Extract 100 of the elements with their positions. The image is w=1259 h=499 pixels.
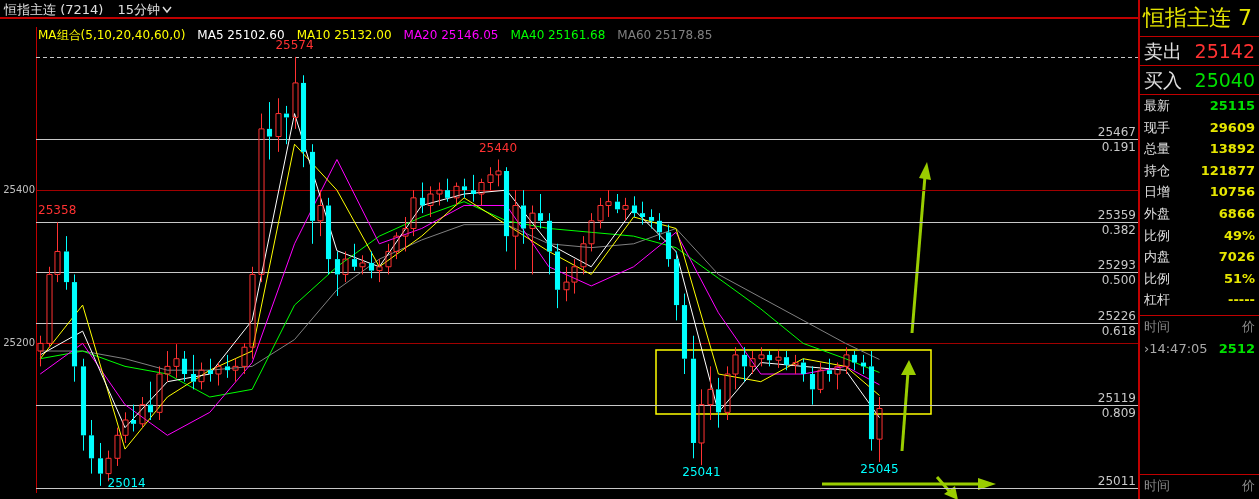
text: 持仓 121877 bbox=[1144, 162, 1255, 178]
candlestick bbox=[351, 243, 358, 272]
annotation: 25440 bbox=[478, 140, 518, 155]
text: 日增 10756 bbox=[1144, 184, 1255, 200]
chart-title: 恒指主连 (7214) bbox=[4, 2, 104, 17]
candlestick bbox=[775, 349, 782, 369]
text: 杠杆 ----- bbox=[1144, 292, 1255, 308]
candlestick bbox=[309, 143, 316, 245]
text: 卖出 25142 bbox=[1144, 39, 1255, 64]
candlestick bbox=[130, 404, 137, 432]
candlestick bbox=[656, 212, 663, 241]
text: MA40 25161.68 bbox=[510, 28, 606, 42]
candlestick bbox=[707, 365, 714, 421]
candlestick bbox=[715, 377, 722, 429]
candlestick bbox=[766, 350, 773, 367]
ref-line-label: 25467 0.191 bbox=[1097, 124, 1136, 154]
annotation: 25045 bbox=[860, 462, 899, 477]
y-tick-label: 25200 bbox=[3, 336, 35, 348]
ref-line-label: 25011 bbox=[1097, 473, 1136, 488]
candlestick bbox=[232, 358, 239, 383]
text: MA20 25146.05 bbox=[403, 28, 499, 42]
candlestick bbox=[503, 166, 510, 252]
candlestick bbox=[749, 350, 756, 375]
candlestick bbox=[673, 250, 680, 321]
ref-line-label: 25359 0.382 bbox=[1097, 207, 1136, 237]
candlestick bbox=[266, 101, 273, 161]
chart-subtitle: 15分钟 bbox=[117, 2, 160, 17]
candlestick bbox=[622, 197, 629, 222]
candlestick bbox=[809, 365, 816, 406]
candlestick bbox=[554, 243, 561, 309]
candlestick bbox=[453, 182, 460, 206]
candlestick bbox=[80, 358, 87, 452]
candlestick bbox=[334, 250, 341, 297]
candlestick bbox=[741, 346, 748, 383]
text: 总量 13892 bbox=[1144, 141, 1255, 157]
text: 恒指主连 7 bbox=[1140, 0, 1259, 37]
candlestick bbox=[758, 346, 765, 367]
text: ›14:47:05 2512 bbox=[1144, 339, 1255, 358]
annotation: 25041 bbox=[682, 465, 721, 480]
candlestick bbox=[792, 354, 799, 375]
text: 现手 29609 bbox=[1144, 119, 1255, 135]
candlestick bbox=[37, 335, 44, 367]
candlestick bbox=[800, 358, 807, 383]
text: 时间 价 bbox=[1144, 478, 1255, 493]
candlestick bbox=[427, 185, 434, 218]
candlestick bbox=[207, 358, 214, 383]
candlestick bbox=[537, 193, 544, 229]
candlestick bbox=[470, 174, 477, 203]
candlestick bbox=[834, 362, 841, 390]
candlestick bbox=[665, 224, 672, 268]
candlestick bbox=[868, 350, 875, 452]
candlestick bbox=[224, 354, 231, 379]
candlestick bbox=[97, 442, 104, 487]
candlestick bbox=[88, 419, 95, 475]
ref-line-label: 25226 0.618 bbox=[1097, 308, 1136, 338]
candlestick bbox=[648, 208, 655, 229]
text: 外盘 6866 bbox=[1144, 205, 1255, 221]
candlestick bbox=[198, 362, 205, 390]
candlestick bbox=[436, 182, 443, 206]
candlestick bbox=[681, 293, 688, 375]
candlestick bbox=[147, 381, 154, 421]
candlestick bbox=[258, 113, 265, 283]
candlestick bbox=[419, 182, 426, 214]
text: 比例 51% bbox=[1144, 270, 1255, 286]
candlestick bbox=[325, 197, 332, 275]
text: 买入 25040 bbox=[1144, 68, 1255, 93]
candlestick bbox=[461, 178, 468, 199]
text: 时间 价 bbox=[1144, 318, 1255, 334]
candlestick bbox=[529, 204, 536, 275]
candlestick bbox=[783, 350, 790, 371]
candlestick bbox=[173, 343, 180, 379]
y-tick-label: 25400 bbox=[3, 183, 35, 195]
candlestick bbox=[190, 354, 197, 390]
text: 内盘 7026 bbox=[1144, 249, 1255, 265]
text: 最新 25115 bbox=[1144, 98, 1255, 113]
candlestick bbox=[851, 350, 858, 371]
candlestick bbox=[376, 258, 383, 283]
annotation: 25014 bbox=[107, 476, 146, 490]
candlestick bbox=[71, 273, 78, 383]
candlestick bbox=[300, 74, 307, 168]
text: 比例 49% bbox=[1144, 227, 1255, 243]
candlestick bbox=[826, 358, 833, 383]
candlestick bbox=[690, 335, 697, 459]
annotation: 25358 bbox=[38, 203, 77, 218]
candlestick bbox=[520, 189, 527, 245]
candlestick bbox=[631, 195, 638, 218]
legend-title: MA组合(5,10,20,40,60,0) bbox=[38, 28, 186, 42]
candlestick bbox=[639, 201, 646, 226]
candlestick bbox=[512, 189, 519, 271]
candlestick bbox=[181, 350, 188, 383]
candlestick bbox=[444, 178, 451, 203]
candlestick bbox=[215, 362, 222, 387]
candlestick bbox=[63, 235, 70, 291]
ref-line-label: 25293 0.500 bbox=[1097, 257, 1136, 287]
candlestick bbox=[546, 212, 553, 275]
ref-line-label: 25119 0.809 bbox=[1097, 390, 1136, 420]
candlestick bbox=[614, 193, 621, 214]
candlestick bbox=[359, 254, 366, 275]
candlestick bbox=[368, 250, 375, 279]
text: MA60 25178.85 bbox=[617, 28, 713, 42]
